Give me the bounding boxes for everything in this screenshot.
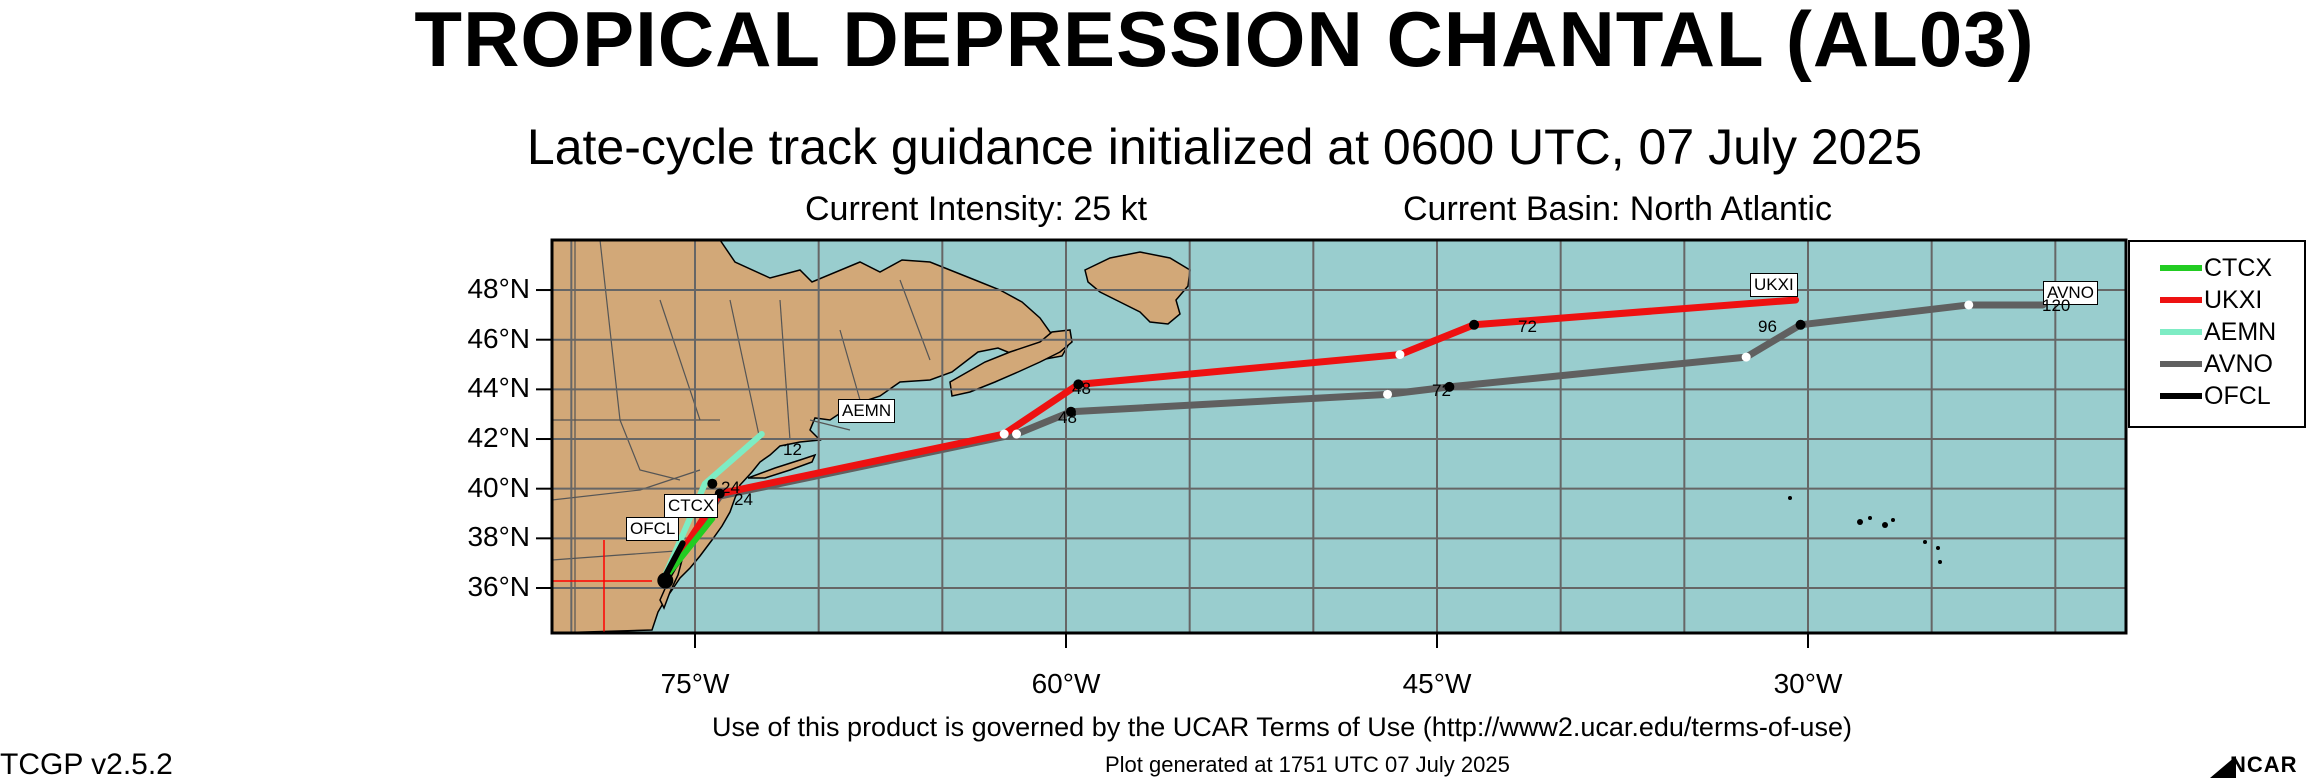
lat-label: 46°N <box>467 322 530 354</box>
hour-label: 24 <box>734 490 753 509</box>
ncar-logo: NCAR <box>2210 752 2298 778</box>
ncar-logo-mark <box>2210 756 2236 778</box>
hour-label: 72 <box>1432 381 1451 400</box>
lon-label: 45°W <box>1402 668 1472 699</box>
aemn-track-label: AEMN <box>838 399 896 423</box>
hour-label: 24 <box>721 478 740 497</box>
lat-label: 44°N <box>467 372 530 404</box>
map-frame <box>550 238 2128 635</box>
forecast-point-12h <box>1741 352 1751 362</box>
legend-swatch <box>2160 265 2202 271</box>
forecast-point-12h <box>1964 300 1974 310</box>
legend-swatch <box>2160 393 2202 399</box>
current-basin: Current Basin: North Atlantic <box>1403 190 1832 228</box>
hour-label: 12 <box>783 440 802 459</box>
hour-label: 48 <box>1072 379 1091 398</box>
hour-label: 96 <box>1758 317 1777 336</box>
generated-time: Plot generated at 1751 UTC 07 July 2025 <box>1105 752 1510 777</box>
forecast-point-24h <box>1795 319 1806 330</box>
map-title: TROPICAL DEPRESSION CHANTAL (AL03) <box>414 0 2035 83</box>
forecast-point-12h <box>999 429 1009 439</box>
legend-label: UKXI <box>2204 285 2263 314</box>
legend-item-ofcl: OFCL <box>2160 381 2271 410</box>
lon-label: 30°W <box>1773 668 1843 699</box>
axis-ticks <box>536 289 1809 648</box>
lat-label: 42°N <box>467 422 530 454</box>
current-intensity: Current Intensity: 25 kt <box>805 190 1148 228</box>
islands <box>1788 496 1942 564</box>
lon-label: 75°W <box>660 668 730 699</box>
markers-group <box>657 300 1974 589</box>
lat-label: 36°N <box>467 571 530 602</box>
legend-swatch <box>2160 297 2202 303</box>
land-long-island <box>747 453 817 479</box>
legend: CTCX UKXI AEMN AVNO OFCL <box>2128 240 2306 428</box>
legend-label: AEMN <box>2204 317 2277 346</box>
legend-label: OFCL <box>2204 381 2271 410</box>
legend-item-ukxi: UKXI <box>2160 285 2263 314</box>
legend-label: CTCX <box>2204 253 2273 282</box>
terms-of-use: Use of this product is governed by the U… <box>712 712 1852 742</box>
forecast-point-24h <box>1444 381 1455 392</box>
ofcl-track-label: OFCL <box>626 517 680 541</box>
lon-label: 60°W <box>1031 668 1101 699</box>
ncar-logo-text: NCAR <box>2230 752 2298 777</box>
forecast-point-24h <box>1065 406 1076 417</box>
hour-label: 120 <box>2042 296 2071 315</box>
map-subtitle: Late-cycle track guidance initialized at… <box>526 119 1923 175</box>
ukxi-track-label: UKXI <box>1750 273 1798 297</box>
legend-label: AVNO <box>2204 349 2273 378</box>
position-crosshair <box>552 540 652 633</box>
lat-label: 40°N <box>467 471 530 503</box>
forecast-point-24h <box>1469 319 1480 330</box>
land-newfoundland <box>1084 251 1191 325</box>
hour-label: 48 <box>1058 408 1077 427</box>
forecast-point-24h <box>707 478 718 489</box>
ctcx-track-label: CTCX <box>664 494 719 518</box>
version-label: TCGP v2.5.2 <box>0 748 173 781</box>
forecast-point-12h <box>1395 350 1405 360</box>
hour-label: 72 <box>1518 317 1537 336</box>
legend-item-aemn: AEMN <box>2160 317 2277 346</box>
forecast-point-12h <box>1012 429 1022 439</box>
lat-label: 38°N <box>467 521 530 553</box>
legend-swatch <box>2160 361 2202 367</box>
avno-track-label: AVNO <box>2043 281 2098 305</box>
lat-label: 48°N <box>467 273 530 305</box>
forecast-point-12h <box>1383 389 1393 399</box>
current-position-marker <box>657 572 674 589</box>
legend-item-avno: AVNO <box>2160 349 2273 378</box>
forecast-point-24h <box>1073 379 1084 390</box>
legend-item-ctcx: CTCX <box>2160 253 2273 282</box>
legend-swatch <box>2160 329 2202 335</box>
